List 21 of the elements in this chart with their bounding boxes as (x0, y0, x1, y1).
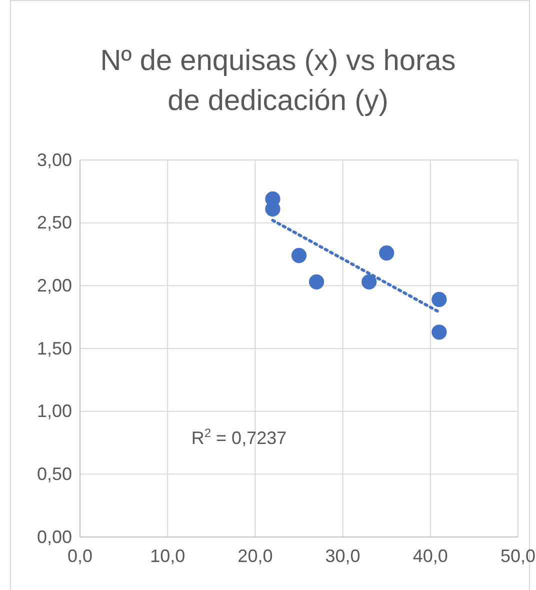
point (291, 248, 307, 264)
y-tick-label: 2,50 (36, 212, 72, 233)
y-tick-label: 2,00 (36, 275, 72, 296)
x-tick-label: 20,0 (238, 546, 273, 566)
y-tick-label: 0,50 (36, 464, 72, 484)
point (432, 292, 447, 308)
x-tick-label: 50,0 (500, 546, 536, 566)
y-tick-label: 1,00 (36, 401, 72, 422)
y-tick-label: 1,50 (36, 338, 72, 358)
point (379, 245, 394, 261)
y-tick-label: 0,00 (36, 526, 72, 547)
x-tick-label: 40,0 (412, 546, 448, 566)
point (362, 274, 377, 290)
point (432, 324, 447, 340)
x-tick-label: 0,0 (67, 546, 93, 566)
y-tick-label: 3,00 (36, 150, 72, 170)
point (308, 274, 324, 290)
annotation: R$^{2}$ = 0,7237 (191, 426, 287, 448)
chart-title: Nº de enquisas (x) vs horas de dedicación (y) (100, 45, 456, 117)
x-tick-label: 30,0 (325, 546, 360, 566)
x-tick-label: 10,0 (150, 546, 186, 566)
